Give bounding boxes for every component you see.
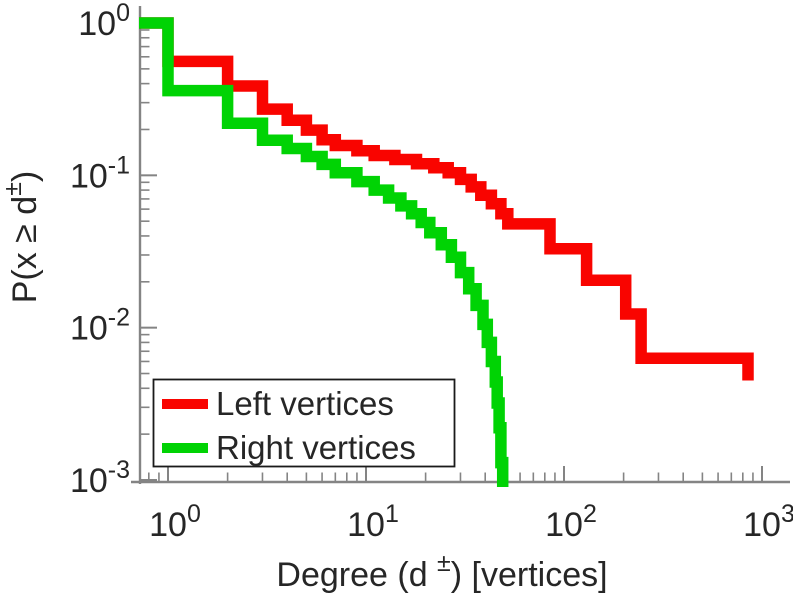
y-tick-label: 100 [78, 0, 130, 43]
y-tick-label: 10-1 [70, 151, 130, 195]
axes: 100 101 102 103 100 10-1 10-2 10-3 [70, 0, 793, 544]
y-tick-label: 10-2 [70, 304, 130, 348]
x-axis-title: Degree (d ±) [vertices] [276, 549, 607, 594]
x-tick-label: 101 [347, 500, 399, 544]
series-line-left-vertices [139, 17, 754, 381]
x-tick-label: 100 [149, 500, 201, 544]
legend-label-right-vertices: Right vertices [216, 429, 416, 466]
y-tick-label: 10-3 [70, 456, 130, 500]
x-tick-label: 102 [545, 500, 597, 544]
series-layer [139, 17, 754, 487]
legend: Left vertices Right vertices [152, 378, 456, 468]
series-line-right-vertices [139, 17, 509, 487]
x-tick-label: 103 [743, 500, 793, 544]
legend-label-left-vertices: Left vertices [216, 385, 394, 422]
y-axis-title: P(x ≥ d±) [0, 171, 44, 304]
